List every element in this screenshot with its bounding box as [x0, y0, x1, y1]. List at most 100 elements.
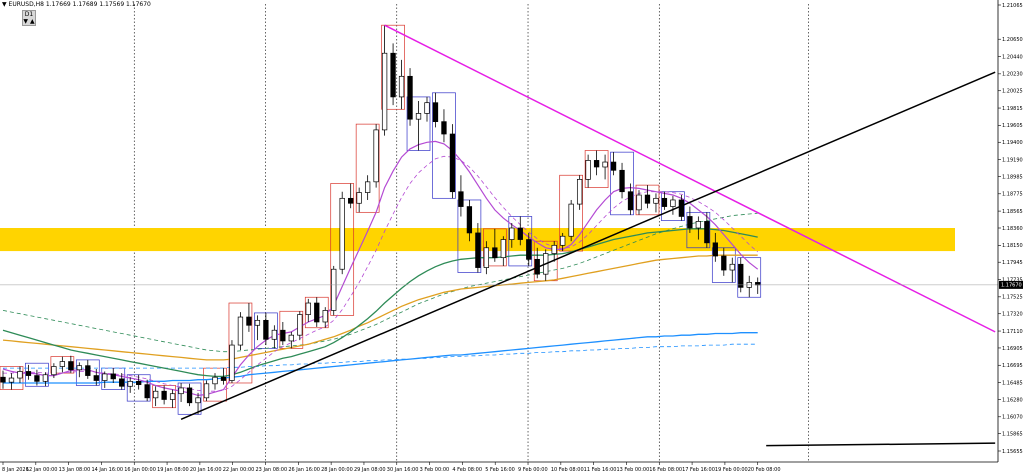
x-tick-label: 14 Jan 16:00	[91, 467, 123, 473]
ma-fast	[2, 140, 759, 397]
candle-body	[356, 192, 362, 204]
d1-box	[381, 24, 405, 110]
y-tick-label: 1.18985	[1002, 174, 1023, 180]
current-price-tag	[999, 280, 1023, 289]
x-tick-label: 9 Feb 00:00	[518, 467, 548, 473]
candle-body	[678, 199, 685, 217]
timeframe-label: D1	[24, 11, 34, 18]
d1-box	[330, 183, 355, 316]
candle-body	[263, 319, 269, 340]
candle-body	[636, 194, 642, 211]
y-tick-label: 1.18360	[1002, 226, 1023, 232]
y-tick-label: 1.18775	[1002, 192, 1023, 198]
candle-body	[653, 197, 659, 204]
lower-support-line	[766, 442, 996, 447]
header-arrow-icon[interactable]: ▼	[2, 1, 7, 8]
candle-body	[466, 206, 473, 234]
ohlc-values: 1.17669 1.17689 1.17569 1.17670	[45, 1, 151, 8]
x-tick-label: 3 Feb 00:00	[420, 467, 450, 473]
y-tick-label: 1.19400	[1002, 140, 1023, 146]
y-tick-label: 1.20650	[1002, 37, 1023, 43]
candle-body	[424, 102, 430, 114]
candle-body	[585, 160, 591, 180]
x-tick-label: 10 Feb 08:00	[551, 467, 584, 473]
candle-body	[738, 263, 744, 288]
candle-body	[186, 387, 193, 404]
candle-body	[246, 316, 252, 326]
d1-box	[0, 366, 24, 390]
candle-body	[627, 191, 634, 211]
y-tick-label: 1.19605	[1002, 123, 1023, 129]
d1-box	[177, 382, 202, 415]
ma-green	[2, 228, 758, 378]
candle-body	[152, 390, 159, 399]
candle-body	[348, 197, 354, 204]
ma-orange	[2, 254, 758, 361]
candle-body	[610, 161, 617, 171]
d1-box	[432, 92, 456, 199]
candle-body	[500, 239, 506, 259]
candle-body	[212, 376, 218, 385]
candle-body	[704, 221, 710, 244]
downtrend-line	[384, 24, 996, 333]
x-tick-label: 16 Feb 08:00	[649, 467, 682, 473]
timeframe-box[interactable]: D1 ▼ ▲	[22, 10, 36, 26]
x-tick-label: 20 Jan 16:00	[190, 467, 222, 473]
timeframe-arrows[interactable]: ▼ ▲	[23, 18, 35, 25]
candle-body	[136, 380, 142, 385]
candle-body	[42, 374, 49, 382]
candle-body	[551, 244, 557, 254]
candle-body	[415, 113, 422, 120]
candle-body	[483, 247, 490, 268]
candle-body	[220, 376, 227, 381]
y-tick-label: 1.19815	[1002, 106, 1023, 112]
x-tick-label: 28 Jan 00:00	[321, 467, 353, 473]
candle-body	[76, 365, 82, 371]
candle-body	[271, 329, 278, 340]
candle-body	[254, 319, 261, 326]
candle-body	[237, 316, 244, 346]
symbol-header: ▼ EURUSD,H8 1.17669 1.17689 1.17569 1.17…	[2, 1, 151, 8]
candle-body	[390, 52, 396, 98]
candle-body	[314, 302, 320, 323]
x-tick-label: 8 Jan 2026	[2, 467, 29, 473]
x-tick-label: 13 Jan 08:00	[59, 467, 91, 473]
d1-box	[228, 302, 253, 384]
candle-body	[721, 255, 727, 271]
y-tick-label: 1.17735	[1002, 277, 1023, 283]
x-tick-label: 12 Jan 00:00	[26, 467, 58, 473]
candle-body	[687, 216, 693, 229]
x-tick-label: 5 Feb 16:00	[485, 467, 515, 473]
y-tick-label: 1.17945	[1002, 260, 1023, 266]
candle-body	[110, 373, 116, 380]
ma-green-dashed	[2, 212, 758, 353]
y-tick-label: 1.18150	[1002, 243, 1023, 249]
y-tick-label: 1.21065	[1002, 3, 1023, 9]
candle-body	[331, 268, 337, 311]
candle-body	[17, 371, 23, 379]
candle-body	[305, 302, 311, 315]
candle-body	[144, 384, 150, 399]
candle-body	[398, 75, 405, 98]
candle-body	[526, 239, 532, 260]
candles[interactable]	[0, 25, 761, 415]
d1-box	[559, 174, 583, 252]
candle-body	[59, 361, 66, 367]
candle-body	[373, 129, 379, 183]
candle-body	[339, 197, 345, 270]
candle-body	[755, 282, 761, 286]
trendlines[interactable]	[0, 24, 998, 447]
uptrend-line	[180, 71, 996, 420]
candle-body	[407, 75, 413, 120]
x-tick-label: 23 Jan 08:00	[256, 467, 288, 473]
candle-body	[195, 397, 201, 404]
candle-body	[661, 197, 668, 207]
candle-body	[381, 52, 388, 131]
x-tick-label: 20 Feb 08:00	[748, 467, 781, 473]
candle-body	[280, 329, 286, 342]
candle-body	[449, 133, 456, 193]
candle-body	[644, 194, 651, 204]
candle-body	[517, 227, 523, 240]
